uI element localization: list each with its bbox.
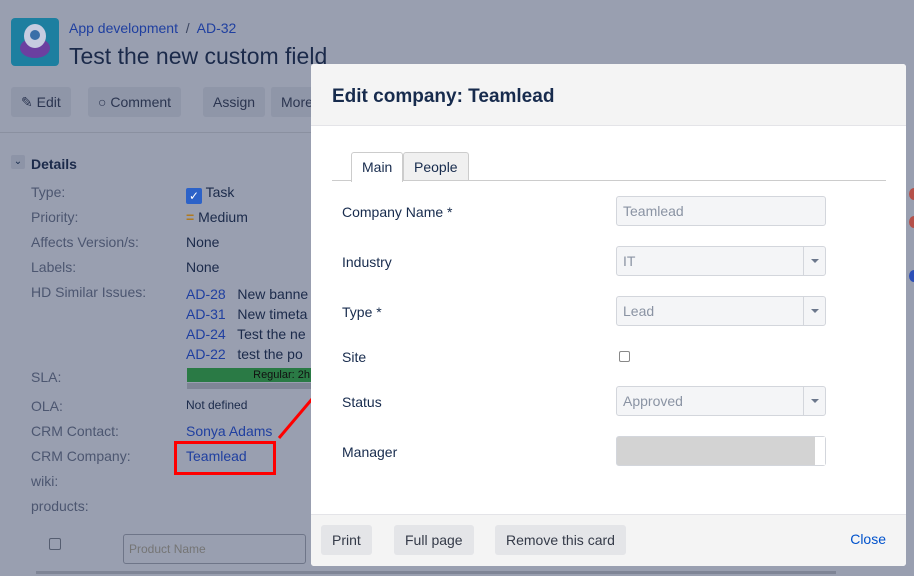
- crm-company-label: CRM Company:: [31, 448, 131, 464]
- similar-issues-list: AD-28 New banne AD-31 New timeta AD-24 T…: [186, 284, 308, 364]
- affects-version-value: None: [186, 234, 220, 250]
- breadcrumb-issue-key[interactable]: AD-32: [196, 20, 237, 36]
- labels-label: Labels:: [31, 259, 77, 275]
- edit-button[interactable]: ✎ Edit: [11, 87, 71, 117]
- wiki-label: wiki:: [31, 473, 59, 489]
- product-name-input[interactable]: [123, 534, 306, 564]
- similar-issue: AD-31 New timeta: [186, 306, 308, 322]
- crm-company-link[interactable]: Teamlead: [186, 448, 247, 464]
- similar-issues-label: HD Similar Issues:: [31, 284, 147, 300]
- crm-contact-link[interactable]: Sonya Adams: [186, 423, 273, 439]
- site-label: Site: [342, 349, 367, 365]
- status-select[interactable]: Approved: [616, 386, 826, 416]
- close-link[interactable]: Close: [850, 531, 886, 547]
- industry-select[interactable]: IT: [616, 246, 826, 276]
- status-dot: [909, 188, 914, 200]
- priority-label: Priority:: [31, 209, 79, 225]
- industry-label: Industry: [342, 254, 392, 270]
- manager-select[interactable]: [616, 436, 826, 466]
- type-value: ✓ Task: [186, 184, 234, 204]
- type-label: Type:: [31, 184, 66, 200]
- sla-bar: Regular: 2h: [187, 368, 312, 382]
- type-select[interactable]: Lead: [616, 296, 826, 326]
- medium-priority-icon: =: [186, 209, 195, 225]
- breadcrumb-project[interactable]: App development: [69, 20, 178, 36]
- tab-divider: [332, 180, 886, 181]
- dialog-footer: Print Full page Remove this card Close: [311, 514, 906, 566]
- similar-issue: AD-22 test the po: [186, 346, 303, 362]
- status-label: Status: [342, 394, 382, 410]
- chevron-down-icon: [803, 387, 825, 415]
- similar-issue: AD-28 New banne: [186, 286, 309, 302]
- assign-button[interactable]: Assign: [203, 87, 266, 117]
- remove-card-button[interactable]: Remove this card: [495, 525, 626, 555]
- crm-contact-label: CRM Contact:: [31, 423, 119, 439]
- print-button[interactable]: Print: [321, 525, 372, 555]
- details-toggle[interactable]: ⌄: [11, 155, 25, 169]
- chevron-down-icon: [803, 297, 825, 325]
- task-icon: ✓: [186, 188, 202, 204]
- priority-value: = Medium: [186, 209, 248, 225]
- details-heading: Details: [31, 156, 77, 172]
- company-name-input[interactable]: Teamlead: [616, 196, 826, 226]
- similar-issue: AD-24 Test the ne: [186, 326, 306, 342]
- tab-people[interactable]: People: [403, 152, 469, 181]
- project-avatar: [11, 18, 59, 66]
- sla-label: SLA:: [31, 369, 62, 385]
- divider: [0, 132, 320, 133]
- tab-main[interactable]: Main: [351, 152, 404, 182]
- breadcrumb: App development / AD-32: [69, 20, 237, 36]
- comment-icon: ○: [98, 94, 107, 110]
- manager-label: Manager: [342, 444, 398, 460]
- ola-value: Not defined: [186, 398, 248, 412]
- ola-label: OLA:: [31, 398, 63, 414]
- highlight-box: [174, 441, 276, 475]
- affects-version-label: Affects Version/s:: [31, 234, 139, 250]
- status-dot: [909, 270, 914, 282]
- table-divider: [36, 571, 836, 574]
- dialog-title: Edit company: Teamlead: [311, 64, 906, 126]
- chevron-down-icon: [803, 247, 825, 275]
- sla-track: [187, 383, 312, 389]
- products-label: products:: [31, 498, 89, 514]
- pencil-icon: ✎: [21, 94, 33, 110]
- site-checkbox[interactable]: [619, 351, 630, 362]
- full-page-button[interactable]: Full page: [394, 525, 474, 555]
- product-checkbox[interactable]: [49, 538, 61, 550]
- comment-button[interactable]: ○ Comment: [88, 87, 182, 117]
- type-label: Type *: [342, 304, 382, 320]
- edit-company-dialog: Edit company: Teamlead Main People Compa…: [311, 64, 906, 566]
- labels-value: None: [186, 259, 220, 275]
- status-dot: [909, 216, 914, 228]
- company-name-label: Company Name *: [342, 204, 453, 220]
- page-title: Test the new custom field: [69, 43, 328, 69]
